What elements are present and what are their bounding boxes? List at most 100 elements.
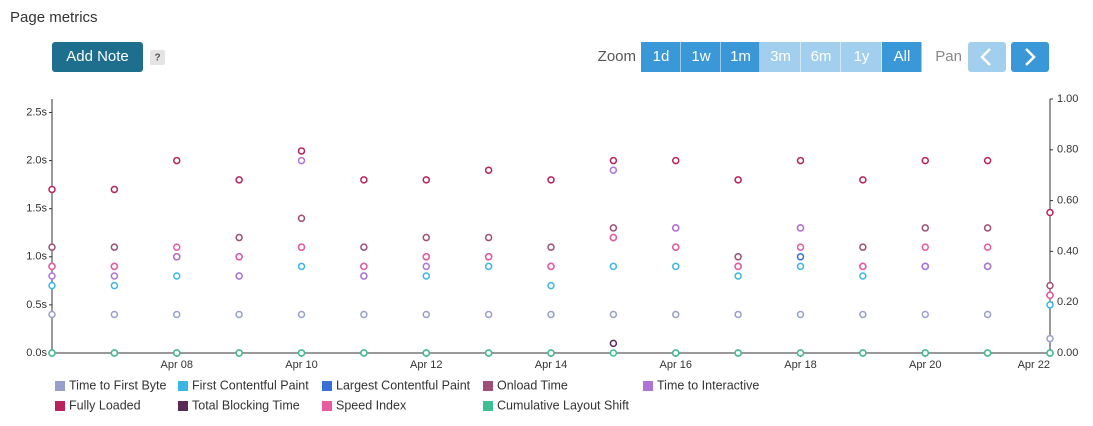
page-title: Page metrics (10, 9, 98, 26)
point (547, 281, 555, 290)
point (921, 243, 929, 251)
y-tick-label: 0.5s (26, 299, 47, 311)
x-tick-label: Apr 10 (285, 359, 317, 371)
pan-left-button[interactable] (968, 42, 1006, 72)
legend-entry: Largest Contentful Paint (336, 378, 471, 392)
point (921, 224, 929, 232)
point (547, 243, 555, 251)
point (1046, 301, 1054, 309)
point (110, 185, 119, 194)
point (173, 272, 181, 280)
point (360, 349, 368, 357)
point (609, 166, 618, 174)
point (672, 243, 680, 251)
point (173, 253, 181, 261)
point (609, 310, 618, 319)
point (297, 349, 306, 357)
point (734, 272, 742, 280)
zoom-button[interactable] (641, 42, 681, 72)
point (297, 262, 306, 271)
point (110, 310, 119, 319)
point (48, 272, 56, 280)
point (297, 147, 306, 155)
point (235, 253, 243, 261)
zoom-button[interactable] (801, 42, 841, 72)
point (360, 243, 368, 251)
y-tick-label: 2.5s (26, 106, 47, 118)
point (609, 156, 618, 165)
point (734, 262, 742, 271)
point (173, 156, 181, 165)
point (983, 156, 992, 165)
point (360, 310, 368, 319)
point (110, 262, 119, 271)
zoom-option: 3m (770, 48, 791, 65)
point (734, 310, 742, 319)
point (921, 310, 929, 319)
point (48, 243, 56, 251)
zoom-option: 1w (691, 48, 710, 65)
legend-entry: Total Blocking Time (192, 398, 300, 412)
zoom-button[interactable] (681, 42, 721, 72)
point (110, 243, 119, 251)
add-note-button[interactable] (52, 42, 143, 72)
point (859, 176, 867, 184)
point (796, 243, 805, 251)
point (1046, 208, 1054, 217)
point (734, 176, 742, 184)
zoom-button[interactable] (882, 42, 922, 72)
point (672, 224, 680, 232)
point (235, 233, 243, 242)
y-tick-label: 1.5s (26, 203, 47, 215)
point (609, 233, 618, 242)
point (672, 349, 680, 357)
pan-right-button[interactable] (1011, 42, 1049, 72)
zoom-option: 1y (854, 48, 870, 65)
point (983, 243, 992, 251)
point (173, 310, 181, 319)
y-tick-label: 1.0s (26, 251, 47, 263)
point (484, 310, 493, 319)
legend-swatch (322, 381, 332, 391)
point (360, 262, 368, 271)
zoom-button[interactable] (721, 42, 760, 72)
point (609, 339, 618, 348)
point (48, 281, 56, 290)
point (921, 349, 929, 357)
point (48, 310, 56, 319)
legend-swatch (483, 401, 493, 411)
point (422, 233, 430, 242)
point (422, 176, 430, 184)
legend-swatch (322, 401, 332, 411)
x-tick-label: Apr 12 (410, 359, 442, 371)
point (547, 349, 555, 357)
point (110, 281, 119, 290)
point (297, 214, 306, 223)
point (422, 349, 430, 357)
add-note-label: Add Note (66, 48, 129, 65)
pan-label: Pan (935, 48, 962, 65)
point (422, 310, 430, 319)
point (672, 156, 680, 165)
point (173, 349, 181, 357)
point (609, 262, 618, 271)
point (110, 272, 119, 280)
legend-entry: Speed Index (336, 398, 407, 412)
y2-tick-label: 0.20 (1057, 296, 1078, 308)
legend-swatch (643, 381, 653, 391)
legend-entry: Time to Interactive (657, 378, 759, 392)
zoom-button[interactable] (760, 42, 801, 72)
point (547, 262, 555, 271)
legend-entry: Fully Loaded (69, 398, 141, 412)
help-badge[interactable] (150, 50, 165, 65)
y-tick-label: 2.0s (26, 154, 47, 166)
y2-tick-label: 0.40 (1057, 245, 1078, 257)
point (235, 310, 243, 319)
legend-entry: Cumulative Layout Shift (497, 398, 630, 412)
zoom-button[interactable] (841, 42, 882, 72)
point (734, 349, 742, 357)
x-tick-label: Apr 16 (660, 359, 692, 371)
point (672, 310, 680, 319)
point (796, 253, 805, 261)
